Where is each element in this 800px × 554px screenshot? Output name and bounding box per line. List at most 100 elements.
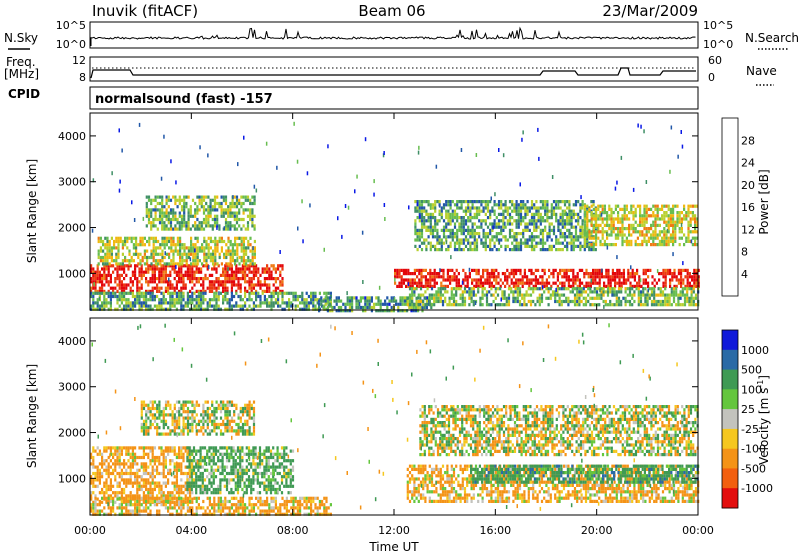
heatmap-cell: [138, 298, 141, 302]
heatmap-cell: [161, 255, 164, 260]
heatmap-cell: [125, 304, 128, 308]
heatmap-cell: [519, 278, 522, 282]
heatmap-cell: [116, 449, 119, 453]
heatmap-cell: [636, 243, 639, 247]
heatmap-cell: [222, 214, 225, 218]
heatmap-cell: [162, 291, 165, 295]
heatmap-cell: [119, 179, 121, 184]
heatmap-cell: [567, 296, 570, 300]
heatmap-cell: [151, 294, 154, 299]
heatmap-cell: [226, 270, 229, 274]
heatmap-cell: [617, 230, 620, 234]
heatmap-cell: [186, 478, 189, 482]
heatmap-cell: [121, 239, 124, 244]
heatmap-cell: [153, 481, 156, 485]
heatmap-cell: [498, 148, 500, 152]
heatmap-cell: [106, 252, 109, 256]
heatmap-cell: [238, 201, 241, 206]
heatmap-cell: [162, 298, 165, 302]
heatmap-cell: [614, 236, 617, 240]
heatmap-cell: [429, 268, 432, 272]
heatmap-cell: [249, 198, 252, 202]
heatmap-cell: [189, 267, 192, 271]
heatmap-cell: [134, 304, 137, 308]
heatmap-cell: [159, 243, 162, 247]
heatmap-cell: [92, 481, 95, 485]
heatmap-cell: [329, 304, 332, 308]
heatmap-cell: [161, 259, 164, 263]
heatmap-cell: [590, 217, 593, 221]
heatmap-cell: [453, 244, 457, 248]
heatmap-cell: [678, 211, 681, 215]
heatmap-cell: [435, 290, 438, 294]
heatmap-cell: [233, 280, 236, 284]
heatmap-cell: [326, 299, 329, 303]
heatmap-cell: [253, 224, 256, 228]
heatmap-cell: [120, 307, 123, 311]
heatmap-cell: [169, 280, 172, 284]
heatmap-cell: [625, 204, 628, 208]
heatmap-cell: [405, 284, 408, 288]
heatmap-cell: [522, 219, 525, 223]
heatmap-cell: [118, 449, 121, 453]
heatmap-cell: [202, 211, 206, 215]
heatmap-cell: [690, 290, 693, 294]
heatmap-cell: [494, 296, 497, 300]
heatmap-cell: [136, 283, 139, 287]
heatmap-cell: [112, 455, 115, 460]
heatmap-cell: [138, 122, 141, 127]
heatmap-cell: [163, 239, 166, 244]
heatmap-cell: [425, 244, 428, 248]
heatmap-cell: [283, 301, 286, 305]
heatmap-cell: [526, 238, 529, 242]
heatmap-cell: [189, 455, 192, 460]
heatmap-cell: [270, 291, 273, 295]
heatmap-cell: [471, 200, 474, 204]
heatmap-cell: [156, 459, 159, 463]
heatmap-cell: [178, 224, 181, 228]
heatmap-cell: [118, 128, 120, 133]
heatmap-cell: [508, 248, 512, 252]
heatmap-cell: [558, 287, 561, 291]
heatmap-cell: [665, 214, 668, 218]
heatmap-cell: [214, 249, 217, 253]
heatmap-cell: [663, 236, 666, 240]
heatmap-cell: [180, 304, 183, 308]
heatmap-cell: [94, 478, 97, 482]
heatmap-cell: [167, 205, 170, 209]
heatmap-cell: [512, 299, 515, 304]
heatmap-cell: [523, 281, 526, 285]
heatmap-cell: [557, 241, 560, 245]
heatmap-cell: [671, 272, 674, 276]
heatmap-cell: [525, 290, 528, 294]
heatmap-cell: [105, 484, 108, 488]
heatmap-cell: [473, 222, 476, 226]
heatmap-cell: [502, 235, 505, 239]
heatmap-cell: [420, 235, 424, 239]
heatmap-cell: [621, 217, 624, 221]
heatmap-cell: [504, 272, 507, 276]
heatmap-cell: [383, 203, 386, 207]
heatmap-cell: [538, 287, 541, 291]
heatmap-cell: [123, 487, 126, 492]
heatmap-cell: [508, 284, 511, 288]
heatmap-cell: [665, 230, 668, 234]
heatmap-cell: [128, 236, 131, 240]
heatmap-cell: [305, 291, 308, 295]
heatmap-cell: [497, 272, 500, 276]
heatmap-cell: [172, 249, 175, 253]
heatmap-cell: [378, 285, 381, 290]
heatmap-cell: [105, 449, 108, 453]
heatmap-cell: [672, 290, 676, 294]
heatmap-cell: [541, 244, 545, 248]
heatmap-cell: [245, 259, 248, 263]
heatmap-cell: [696, 230, 699, 234]
heatmap-cell: [186, 273, 189, 277]
heatmap-cell: [400, 278, 403, 282]
heatmap-cell: [581, 200, 584, 204]
heatmap-cell: [592, 227, 595, 231]
heatmap-cell: [516, 299, 519, 304]
heatmap-cell: [196, 205, 199, 209]
heatmap-cell: [261, 267, 264, 271]
heatmap-cell: [377, 299, 380, 303]
